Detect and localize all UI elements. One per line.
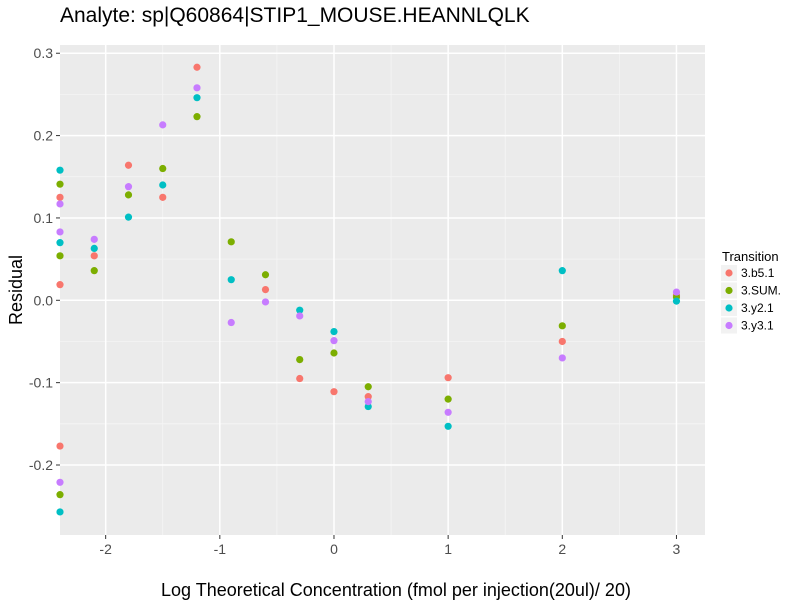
point-3-y3-1 (261, 298, 270, 306)
point-3-b5-1 (558, 337, 566, 346)
point-3-y2-1 (56, 508, 64, 516)
major-gridlines (60, 45, 705, 535)
y-tick-label: -0.2 (29, 457, 53, 473)
legend-label: 3.SUM. (741, 284, 781, 298)
point-3-y3-1 (90, 235, 98, 243)
legend-marker (725, 304, 733, 312)
point-3-y2-1 (124, 213, 133, 221)
point-3-SUM (227, 238, 235, 246)
y-tick-label: 0.0 (34, 292, 54, 308)
point-3-SUM (193, 113, 201, 121)
point-3-SUM (558, 322, 566, 330)
x-axis-ticks: -2 -1 0 1 2 3 (99, 535, 681, 557)
point-3-y2-1 (558, 267, 566, 275)
point-3-y3-1 (444, 408, 452, 416)
x-axis-title: Log Theoretical Concentration (fmol per … (161, 580, 631, 600)
point-3-b5-1 (159, 193, 167, 201)
point-3-SUM (296, 355, 304, 364)
x-tick-label: 0 (330, 541, 338, 557)
point-3-SUM (124, 191, 133, 199)
point-3-b5-1 (261, 285, 270, 294)
point-3-b5-1 (56, 193, 64, 201)
y-tick-label: 0.2 (34, 128, 54, 144)
legend-marker (725, 286, 733, 295)
legend: Transition 3.b5.1 3.SUM. 3.y2.1 3.y3.1 (721, 249, 781, 334)
point-3-SUM (261, 271, 270, 279)
point-3-y2-1 (672, 297, 681, 305)
point-3-b5-1 (296, 374, 304, 383)
y-tick-label: -0.1 (29, 375, 53, 391)
y-axis-ticks: -0.2 -0.1 0.0 0.1 0.2 0.3 (29, 45, 60, 473)
point-3-y2-1 (56, 166, 64, 174)
y-tick-label: 0.3 (34, 45, 54, 61)
point-3-b5-1 (330, 388, 338, 396)
point-3-y2-1 (159, 181, 167, 189)
point-3-SUM (90, 267, 98, 275)
point-3-y3-1 (296, 312, 304, 320)
point-3-y3-1 (159, 121, 167, 129)
legend-marker (725, 269, 733, 277)
x-tick-label: -2 (99, 541, 112, 557)
point-3-SUM (56, 252, 64, 260)
point-3-y2-1 (90, 244, 98, 253)
point-3-y3-1 (56, 478, 64, 486)
y-tick-label: 0.1 (34, 210, 54, 226)
point-3-b5-1 (56, 281, 64, 289)
point-3-y3-1 (124, 183, 133, 191)
point-3-y2-1 (296, 306, 304, 314)
point-3-y3-1 (56, 228, 64, 236)
legend-label: 3.y3.1 (741, 319, 774, 333)
x-tick-label: 2 (558, 541, 566, 557)
point-3-b5-1 (56, 442, 64, 450)
minor-gridlines (60, 45, 705, 535)
point-3-y3-1 (364, 397, 372, 406)
point-3-y3-1 (193, 84, 201, 92)
legend-title: Transition (722, 249, 779, 264)
point-3-y3-1 (56, 200, 64, 208)
point-3-y2-1 (330, 327, 338, 336)
data-points (56, 63, 681, 516)
legend-marker (725, 321, 733, 330)
plot-panel (60, 45, 705, 535)
point-3-b5-1 (444, 374, 452, 382)
point-3-b5-1 (90, 252, 98, 260)
point-3-b5-1 (364, 393, 372, 401)
x-tick-label: 3 (673, 541, 681, 557)
point-3-y3-1 (330, 337, 338, 345)
point-3-SUM (444, 395, 452, 403)
point-3-y2-1 (56, 239, 64, 247)
point-3-y2-1 (227, 276, 235, 284)
legend-label: 3.y2.1 (741, 301, 774, 315)
y-axis-title: Residual (6, 255, 26, 325)
x-tick-label: 1 (444, 541, 452, 557)
point-3-SUM (330, 349, 338, 357)
point-3-y2-1 (444, 422, 452, 430)
point-3-SUM (56, 491, 64, 499)
point-3-y2-1 (364, 402, 372, 411)
point-3-y3-1 (672, 288, 681, 296)
point-3-SUM (56, 180, 64, 188)
legend-label: 3.b5.1 (741, 266, 775, 280)
point-3-y3-1 (558, 354, 566, 362)
point-3-SUM (364, 383, 372, 391)
chart-title: Analyte: sp|Q60864|STIP1_MOUSE.HEANNLQLK (60, 4, 530, 27)
point-3-SUM (159, 164, 167, 173)
point-3-b5-1 (193, 63, 201, 71)
x-tick-label: -1 (214, 541, 227, 557)
point-3-y2-1 (193, 94, 201, 102)
point-3-y3-1 (227, 318, 235, 327)
point-3-b5-1 (124, 161, 133, 169)
